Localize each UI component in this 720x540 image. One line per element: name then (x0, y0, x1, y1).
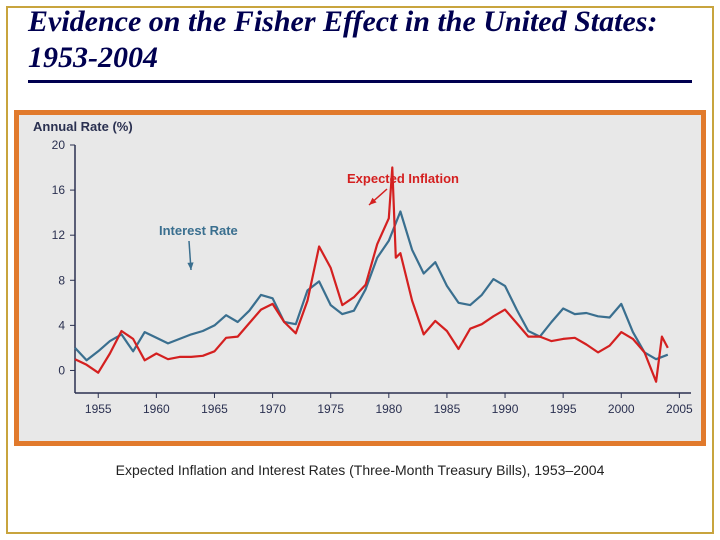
svg-text:1980: 1980 (375, 402, 402, 416)
svg-text:12: 12 (52, 228, 66, 242)
svg-text:1990: 1990 (492, 402, 519, 416)
svg-text:0: 0 (58, 363, 65, 377)
slide-title: Evidence on the Fisher Effect in the Uni… (28, 4, 692, 83)
svg-text:20: 20 (52, 138, 66, 152)
svg-text:2005: 2005 (666, 402, 693, 416)
title-block: Evidence on the Fisher Effect in the Uni… (28, 4, 692, 83)
chart-area: Annual Rate (%) 048121620195519601965197… (19, 115, 701, 441)
svg-text:1985: 1985 (434, 402, 461, 416)
svg-text:1995: 1995 (550, 402, 577, 416)
svg-text:2000: 2000 (608, 402, 635, 416)
chart-frame: Annual Rate (%) 048121620195519601965197… (14, 110, 706, 446)
svg-text:4: 4 (58, 318, 65, 332)
svg-text:1975: 1975 (317, 402, 344, 416)
series-label-interest-rate: Interest Rate (159, 223, 238, 238)
svg-text:8: 8 (58, 273, 65, 287)
svg-text:1955: 1955 (85, 402, 112, 416)
svg-text:1970: 1970 (259, 402, 286, 416)
chart-svg: 0 4 8 12 16 20 1955 1960 1965 1970 1975 1980 1985 199… (19, 115, 701, 441)
chart-caption: Expected Inflation and Interest Rates (T… (0, 462, 720, 478)
svg-text:1965: 1965 (201, 402, 228, 416)
svg-text:16: 16 (52, 183, 66, 197)
series-label-expected-inflation: Expected Inflation (347, 171, 459, 186)
svg-text:1960: 1960 (143, 402, 170, 416)
